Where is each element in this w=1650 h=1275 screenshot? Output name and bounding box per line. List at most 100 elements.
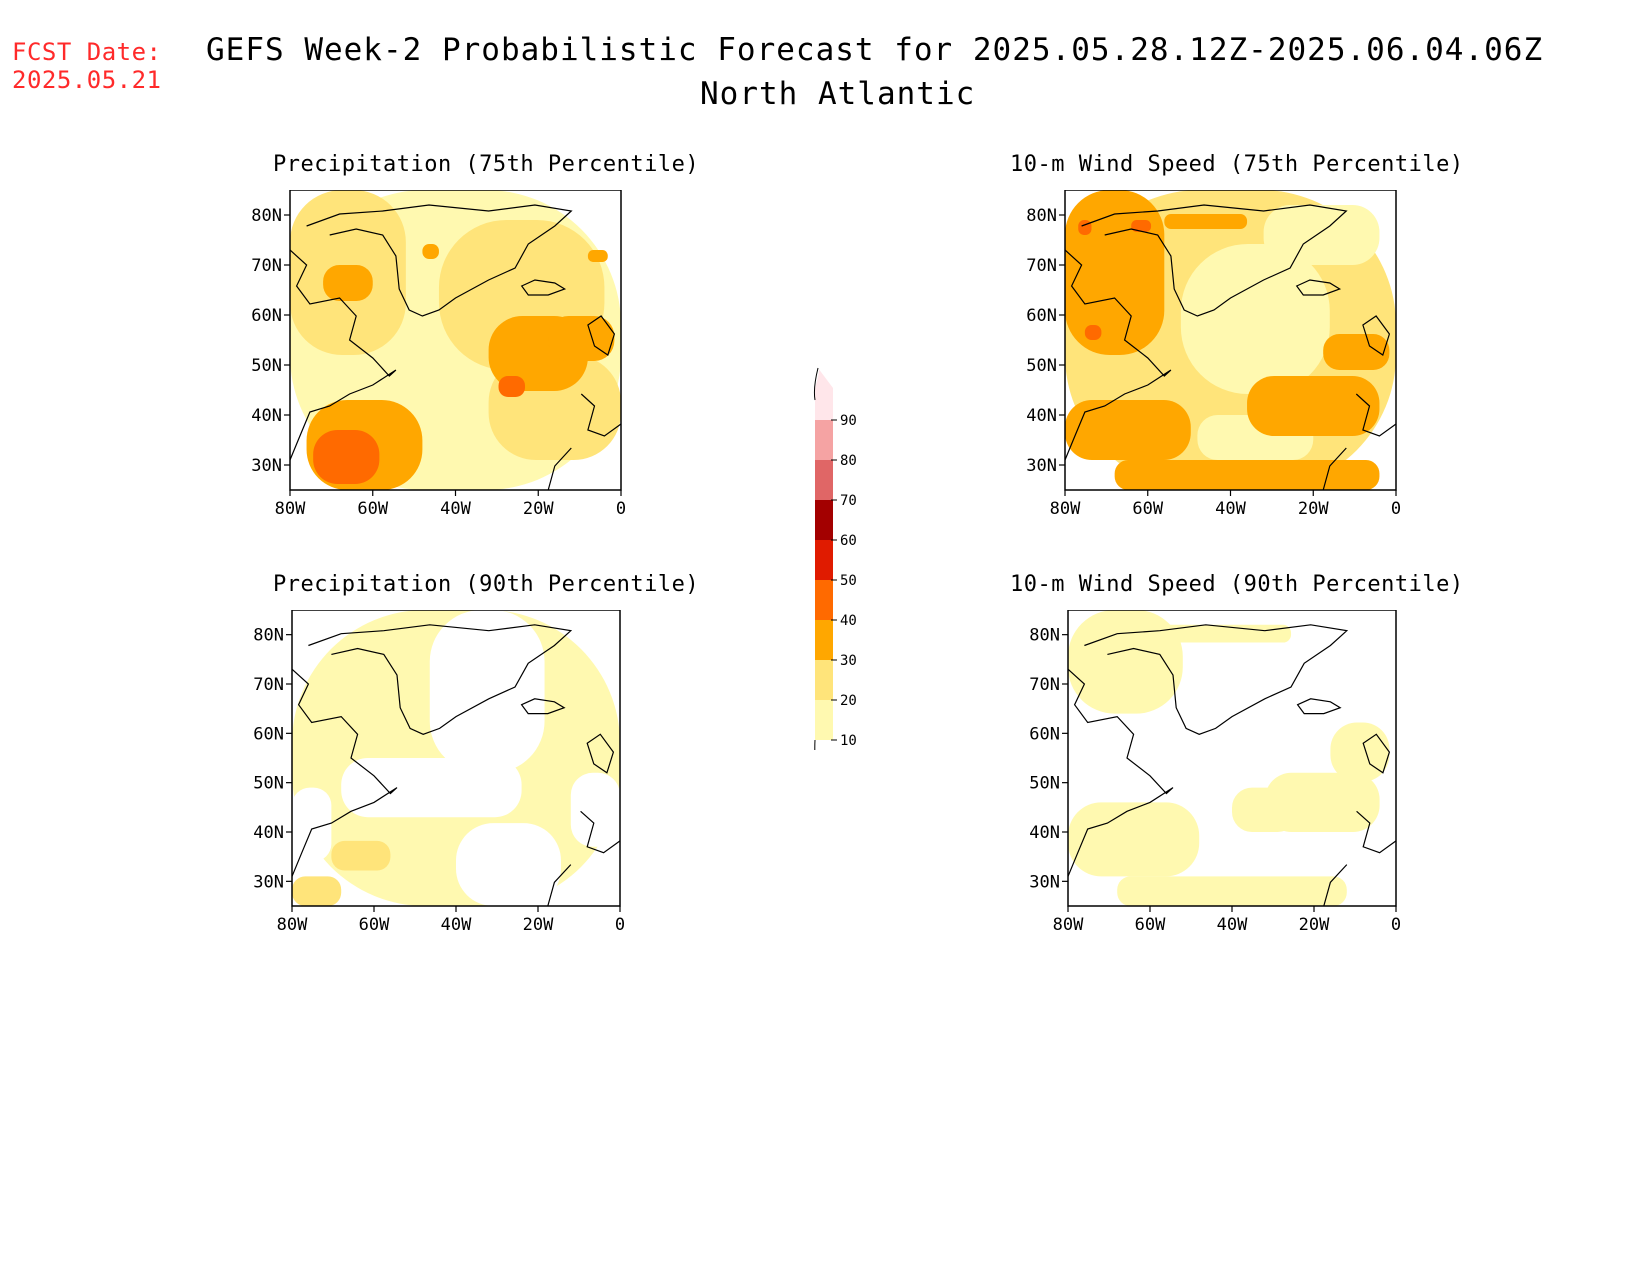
shaded-region [1131,220,1152,232]
colorbar-level-label: 30 [840,653,857,669]
colorbar-level-label: 20 [840,693,857,709]
coastline [587,315,616,356]
colorbar-level-label: 70 [840,493,857,509]
forecast-date-block: FCST Date: 2025.05.21 [12,38,162,94]
shaded-region [1065,190,1165,355]
panel-title: 10-m Wind Speed (90th Percentile) [1010,572,1464,597]
lon-tick-label: 60W [1135,915,1166,935]
coastline [520,698,566,715]
colorbar-swatch [815,700,833,740]
coastline [1323,864,1348,906]
lat-tick-label: 80N [253,626,284,646]
coastline [586,733,615,774]
lon-tick-label: 0 [616,499,626,519]
lat-tick-label: 50N [1029,774,1060,794]
coastline [1084,624,1349,735]
shaded-region [422,244,439,259]
lat-tick-label: 80N [1026,206,1057,226]
shaded-region [1084,325,1102,340]
lat-tick-label: 80N [1029,626,1060,646]
figure-subtitle: North Atlantic [700,76,976,112]
colorbar-level-label: 60 [840,533,857,549]
coastline [580,810,620,854]
colorbar-level-label: 10 [840,733,857,749]
lat-tick-label: 30N [1029,872,1060,892]
shaded-region [1232,787,1298,832]
shaded-region [1117,876,1347,906]
colorbar-level-label: 90 [840,413,857,429]
lon-tick-label: 0 [1391,499,1401,519]
lon-tick-label: 80W [1050,499,1081,519]
coastline [292,668,398,877]
lon-tick-label: 60W [357,499,388,519]
lat-tick-label: 60N [253,724,284,744]
coastline [1362,315,1391,356]
shaded-region [1068,610,1183,714]
lat-tick-label: 40N [251,406,282,426]
coastline [290,249,397,461]
lon-tick-label: 60W [359,915,390,935]
shaded-region [323,265,373,301]
map-plot: 80W 60W 40W 20W 0 80N 70N 60N 50N 40N 30N [1026,190,1401,519]
panel-title: Precipitation (90th Percentile) [273,572,700,597]
shaded-region [1263,205,1380,265]
shaded-region [1180,244,1330,394]
coastline [520,279,567,296]
lon-tick-label: 20W [523,499,554,519]
shaded-region [456,823,561,906]
coastline [547,447,572,490]
colorbar: 10 20 30 40 50 60 70 80 90 [813,367,857,750]
coastline [1295,279,1342,296]
shaded-region [587,250,608,262]
lat-tick-label: 40N [1026,406,1057,426]
colorbar-swatch [815,620,833,660]
map-plot: 80W 60W 40W 20W 0 80N 70N 60N 50N 40N 30N [1029,610,1401,935]
shaded-region [498,376,526,397]
map-plot: 80W 60W 40W 20W 0 80N 70N 60N 50N 40N 30N [251,190,626,519]
coastline [1322,447,1347,490]
coastline [1362,733,1391,774]
coastline [1355,393,1396,437]
lat-tick-label: 80N [251,206,282,226]
lat-tick-label: 70N [251,256,282,276]
lon-tick-label: 40W [1215,499,1246,519]
shaded-region [1068,802,1200,877]
coastline [1081,204,1348,317]
lat-tick-label: 40N [253,823,284,843]
lat-tick-label: 60N [1026,306,1057,326]
panel-title: 10-m Wind Speed (75th Percentile) [1010,152,1464,177]
lon-tick-label: 80W [1053,915,1084,935]
shaded-region [429,610,545,773]
lat-tick-label: 30N [253,872,284,892]
lat-tick-label: 50N [251,356,282,376]
shaded-region [331,840,391,871]
lon-tick-label: 20W [523,915,554,935]
lon-tick-label: 0 [1391,915,1401,935]
coastline [308,624,573,735]
lat-tick-label: 70N [1029,675,1060,695]
lon-tick-label: 40W [440,499,471,519]
shaded-region [570,772,620,847]
colorbar-level-label: 50 [840,573,857,589]
shaded-region [1323,334,1390,370]
colorbar-swatch [815,368,833,420]
lat-tick-label: 50N [253,774,284,794]
lon-tick-label: 80W [275,499,306,519]
forecast-date-value: 2025.05.21 [12,66,162,94]
shaded-region [292,876,342,906]
coastline [306,204,573,317]
shaded-region [548,316,615,361]
map-plot: 80W 60W 40W 20W 0 80N 70N 60N 50N 40N 30N [253,610,625,935]
lon-tick-label: 40W [1217,915,1248,935]
lat-tick-label: 70N [253,675,284,695]
colorbar-swatch [815,500,833,540]
shaded-region [313,430,380,484]
colorbar-swatch [815,540,833,580]
colorbar-level-label: 80 [840,453,857,469]
coastline [1296,698,1342,715]
shaded-region [1330,722,1390,782]
lat-tick-label: 60N [1029,724,1060,744]
colorbar-swatch [815,420,833,460]
shaded-region [1114,460,1380,490]
coastline [1065,249,1172,461]
